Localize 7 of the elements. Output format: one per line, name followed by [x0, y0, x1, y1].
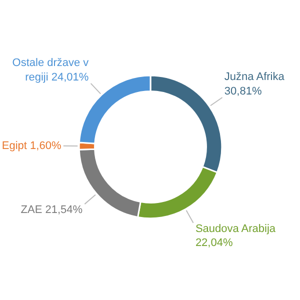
slice-label: ZAE 21,54%: [20, 204, 83, 216]
data-label: 30,81%: [224, 86, 262, 98]
slice-label: Ostale države v regiji 24,01%: [12, 57, 90, 84]
slice-label: Južna Afrika: [224, 71, 286, 84]
slice-label: Saudova Arabija: [195, 222, 276, 235]
slice-label: Egipt 1,60%: [2, 140, 62, 152]
data-label: 22,04%: [195, 237, 233, 250]
